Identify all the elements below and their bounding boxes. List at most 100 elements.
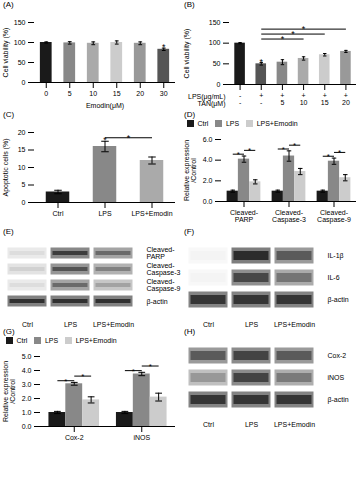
svg-text:β-actin: β-actin — [328, 396, 349, 404]
svg-text:0: 0 — [22, 199, 26, 206]
svg-text:LPS: LPS — [98, 210, 112, 217]
svg-text:20: 20 — [18, 129, 26, 136]
html-text:(C): (C) — [3, 110, 15, 119]
svg-text:+20: +20 — [342, 92, 350, 106]
svg-text:iNOS: iNOS — [133, 434, 150, 441]
html-text:Ctrl: Ctrl — [197, 120, 209, 127]
svg-text:+10: +10 — [300, 92, 308, 106]
svg-text:4.0: 4.0 — [203, 156, 213, 163]
html-text:(D): (D) — [184, 110, 196, 119]
svg-text:Cell viability (%): Cell viability (%) — [183, 29, 191, 79]
svg-text:*: * — [127, 133, 131, 143]
svg-text:3.0: 3.0 — [22, 381, 32, 388]
svg-text:Cleaved-Caspase-3: Cleaved-Caspase-3 — [272, 209, 306, 224]
svg-text:Cleaved-Caspase-9: Cleaved-Caspase-9 — [147, 278, 181, 293]
svg-text:150: 150 — [14, 19, 26, 26]
svg-text:--: -- — [239, 92, 242, 106]
svg-text:Ctrl: Ctrl — [203, 321, 214, 328]
svg-text:*: * — [259, 57, 263, 67]
svg-text:Ctrl: Ctrl — [53, 210, 64, 217]
svg-text:*: * — [103, 135, 107, 145]
html-text:LPS+Emodin: LPS+Emodin — [256, 120, 298, 127]
svg-text:*: * — [281, 34, 285, 44]
svg-text:150: 150 — [209, 19, 221, 26]
svg-text:15: 15 — [18, 146, 26, 153]
svg-text:Cox-2: Cox-2 — [328, 352, 347, 359]
html-text:(B): (B) — [184, 0, 195, 9]
svg-text:Cleaved-PARP: Cleaved-PARP — [147, 246, 176, 260]
svg-text:20: 20 — [136, 90, 144, 97]
svg-text:*: * — [291, 29, 295, 39]
svg-text:*: * — [282, 145, 285, 154]
svg-text:2.0: 2.0 — [203, 177, 213, 184]
svg-text:100: 100 — [14, 39, 26, 46]
svg-text:iNOS: iNOS — [328, 374, 345, 381]
svg-text:*: * — [162, 42, 166, 52]
svg-text:LPS+Emodin: LPS+Emodin — [131, 210, 172, 217]
svg-text:LPS(μg/mL): LPS(μg/mL) — [188, 93, 226, 101]
svg-text:Cox-2: Cox-2 — [65, 434, 84, 441]
svg-text:+-: +- — [259, 92, 263, 106]
svg-text:30: 30 — [160, 90, 168, 97]
svg-text:0: 0 — [44, 90, 48, 97]
html-text:(H): (H) — [184, 327, 196, 336]
svg-text:15: 15 — [113, 90, 121, 97]
svg-text:50: 50 — [213, 60, 221, 67]
svg-text:Relative expression/Control: Relative expression/Control — [2, 361, 16, 422]
svg-text:0: 0 — [217, 81, 221, 88]
svg-text:10: 10 — [89, 90, 97, 97]
svg-text:TAN(μM): TAN(μM) — [197, 100, 225, 108]
svg-text:LPS: LPS — [64, 321, 78, 328]
svg-text:*: * — [338, 148, 341, 157]
svg-text:+15: +15 — [321, 92, 329, 106]
html-text:(F): (F) — [184, 227, 195, 236]
svg-text:*: * — [132, 367, 135, 376]
svg-text:10: 10 — [18, 164, 26, 171]
svg-text:Cleaved-PARP: Cleaved-PARP — [230, 209, 259, 223]
svg-text:5: 5 — [68, 90, 72, 97]
svg-text:*: * — [64, 377, 67, 386]
svg-text:0.0: 0.0 — [203, 198, 213, 205]
svg-text:*: * — [248, 146, 251, 155]
svg-text:β-actin: β-actin — [147, 298, 168, 306]
svg-text:*: * — [149, 362, 152, 371]
svg-text:6.0: 6.0 — [203, 136, 213, 143]
svg-text:Ctrl: Ctrl — [203, 421, 214, 428]
html-text:Ctrl: Ctrl — [16, 337, 28, 344]
svg-text:*: * — [293, 141, 296, 150]
svg-text:Apoptotic cells (%): Apoptotic cells (%) — [2, 139, 10, 197]
svg-text:5: 5 — [22, 181, 26, 188]
svg-text:IL-6: IL-6 — [328, 274, 340, 281]
svg-text:0: 0 — [22, 79, 26, 86]
svg-text:Cleaved-Caspase-9: Cleaved-Caspase-9 — [317, 209, 351, 224]
svg-text:*: * — [327, 152, 330, 161]
svg-text:Cleaved-Caspase-3: Cleaved-Caspase-3 — [147, 262, 181, 277]
svg-text:*: * — [302, 24, 306, 34]
html-text:(G): (G) — [3, 327, 15, 336]
svg-text:+5: +5 — [280, 92, 284, 106]
svg-text:Relative expression/Control: Relative expression/Control — [183, 140, 197, 201]
svg-text:LPS: LPS — [245, 321, 259, 328]
svg-text:0.0: 0.0 — [22, 423, 32, 430]
html-text:(E): (E) — [3, 227, 14, 236]
svg-text:Ctrl: Ctrl — [22, 321, 33, 328]
svg-text:β-actin: β-actin — [328, 296, 349, 304]
html-text:LPS: LPS — [44, 337, 59, 344]
svg-text:2.0: 2.0 — [22, 395, 32, 402]
svg-text:LPS: LPS — [245, 421, 259, 428]
svg-text:IL-1β: IL-1β — [328, 252, 344, 260]
svg-text:LPS+Emodin: LPS+Emodin — [274, 421, 315, 428]
svg-text:LPS+Emodin: LPS+Emodin — [274, 321, 315, 328]
svg-text:Cell viability (%): Cell viability (%) — [2, 28, 10, 78]
svg-text:100: 100 — [209, 39, 221, 46]
svg-text:LPS+Emodin: LPS+Emodin — [93, 321, 134, 328]
svg-text:*: * — [237, 150, 240, 159]
svg-text:*: * — [81, 372, 84, 381]
svg-text:50: 50 — [18, 59, 26, 66]
html-text:LPS: LPS — [225, 120, 240, 127]
svg-text:5.0: 5.0 — [22, 353, 32, 360]
svg-text:Emodin(μM): Emodin(μM) — [86, 102, 124, 110]
html-text:(A): (A) — [3, 0, 14, 9]
svg-text:1.0: 1.0 — [22, 409, 32, 416]
svg-text:4.0: 4.0 — [22, 367, 32, 374]
